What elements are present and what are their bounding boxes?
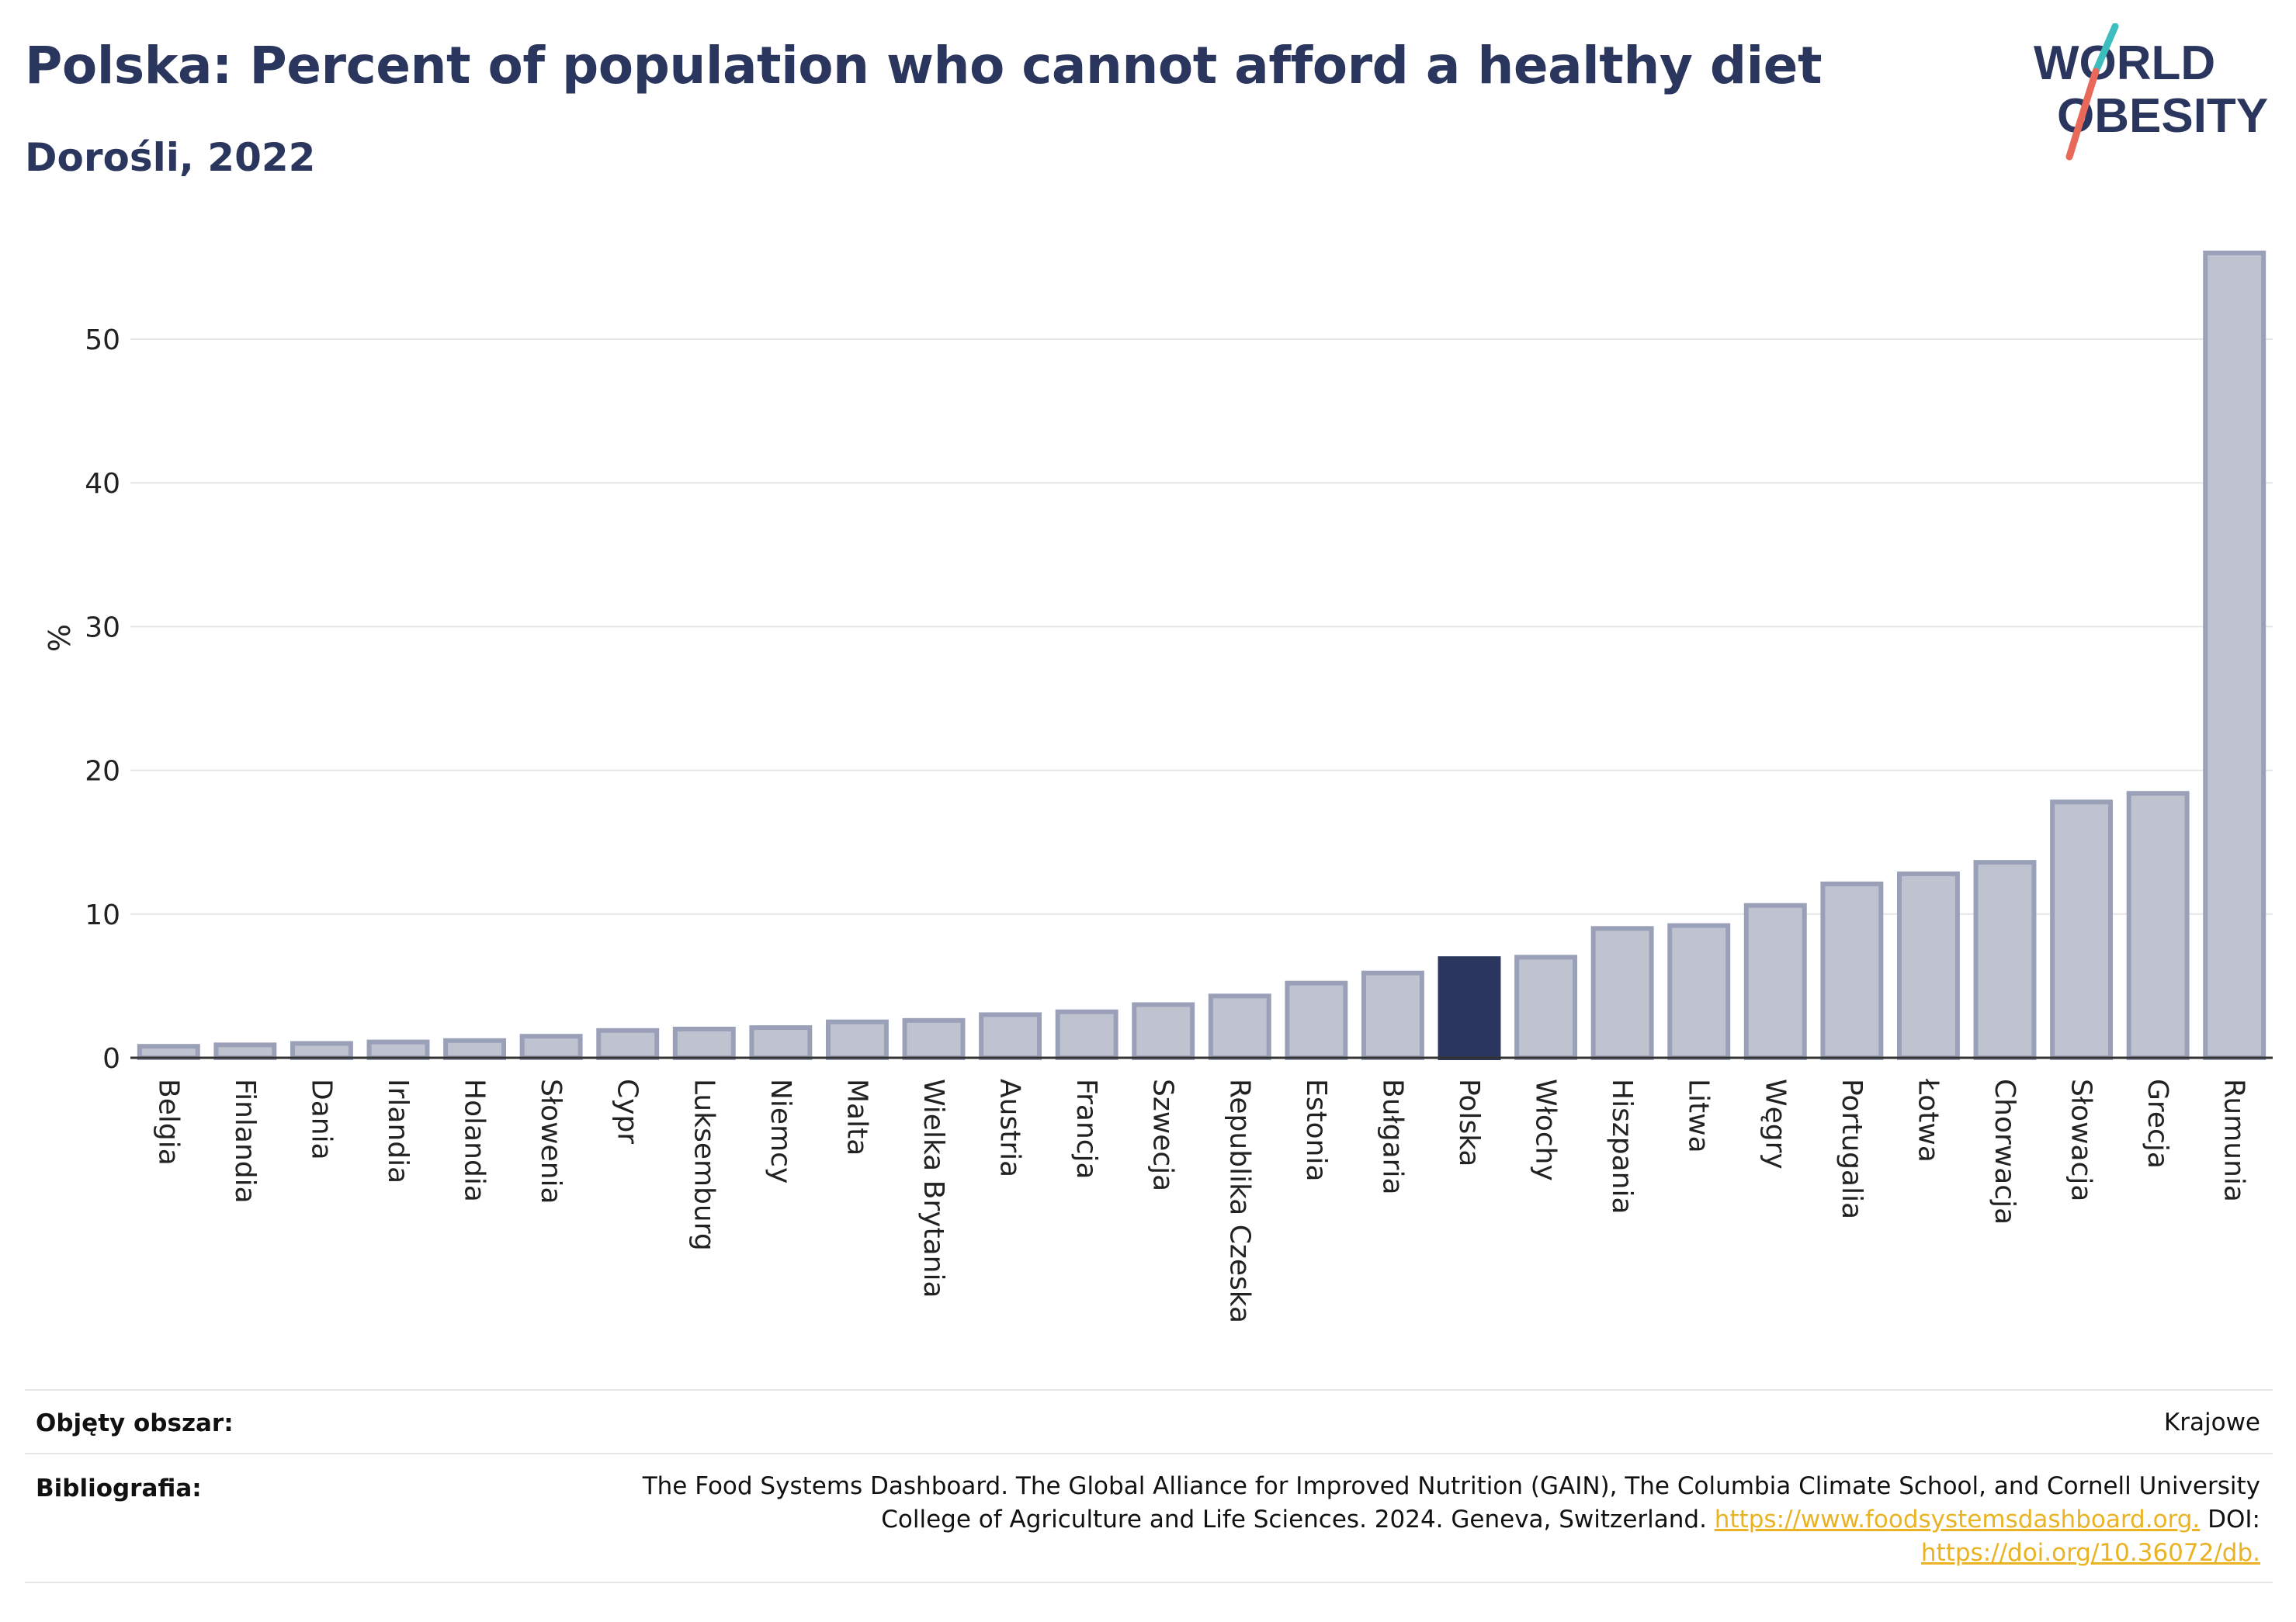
x-tick-label: Luksemburg [688, 1079, 720, 1251]
x-axis-ticks: Belgia Finlandia Dania Irlandia Holandia Słow… [152, 1078, 2249, 1323]
bar-węgry [1743, 903, 1807, 1060]
x-tick-label: Bułgaria [1376, 1079, 1408, 1195]
bar-republika-czeska [1208, 993, 1271, 1061]
chart-subtitle: Dorośli, 2022 [25, 135, 316, 180]
bibliography-line-2: College of Agriculture and Life Sciences… [397, 1503, 2260, 1537]
bar-słowacja [2050, 799, 2114, 1060]
x-tick-label: Wielka Brytania [917, 1079, 949, 1298]
chart-title: Polska: Percent of population who cannot… [25, 36, 1823, 95]
bibliography-label: Bibliografia: [36, 1475, 202, 1502]
y-axis-ticks: 0 10 20 30 40 50 [85, 324, 120, 1075]
x-tick-label: Słowenia [535, 1079, 567, 1204]
bar-włochy [1514, 955, 1578, 1060]
bar-bułgaria [1361, 970, 1424, 1061]
logo-slash-teal [2092, 23, 2119, 75]
x-tick-label: Chorwacja [1989, 1079, 2020, 1225]
bar-polska [1438, 956, 1501, 1061]
bar-chart: 0 10 20 30 40 50 % Belgia Finlandia Dania Irland… [41, 250, 2273, 1323]
bar-francja [1055, 1009, 1119, 1060]
x-tick-label: Polska [1453, 1079, 1485, 1166]
x-tick-label: Holandia [459, 1079, 491, 1202]
x-tick-label: Włochy [1530, 1079, 1562, 1181]
x-tick-label: Rumunia [2218, 1079, 2250, 1202]
bar-niemcy [749, 1025, 813, 1061]
x-tick-label: Hiszpania [1606, 1079, 1638, 1215]
x-tick-label: Portugalia [1836, 1079, 1868, 1219]
y-axis-label: % [41, 624, 75, 652]
bar-estonia [1285, 980, 1348, 1061]
x-tick-label: Finlandia [229, 1079, 261, 1204]
bar-słowenia [519, 1034, 583, 1060]
bar-belgia [137, 1044, 200, 1060]
logo-slash-coral [2065, 68, 2100, 161]
doi-link[interactable]: https://doi.org/10.36072/db. [1920, 1539, 2260, 1567]
x-tick-label: Węgry [1759, 1079, 1791, 1170]
bars [137, 250, 2267, 1061]
x-tick-label: Austria [994, 1079, 1026, 1177]
y-tick-label: 0 [102, 1043, 120, 1075]
bar-finlandia [213, 1042, 277, 1061]
footer-divider-top [25, 1389, 2273, 1391]
bar-portugalia [1820, 881, 1884, 1060]
bar-wielka-brytania [902, 1017, 966, 1061]
bibliography-text: The Food Systems Dashboard. The Global A… [397, 1470, 2260, 1570]
y-tick-label: 10 [85, 899, 120, 931]
coverage-value: Krajowe [2163, 1409, 2260, 1437]
bar-hiszpania [1590, 926, 1654, 1060]
y-tick-label: 30 [85, 612, 120, 643]
bar-cypr [596, 1028, 660, 1061]
x-tick-label: Grecja [2142, 1079, 2173, 1169]
world-obesity-logo: WORLD OBESITY [2034, 23, 2268, 161]
bar-chorwacja [1973, 860, 2037, 1061]
bar-rumunia [2203, 250, 2267, 1060]
x-tick-label: Malta [841, 1079, 872, 1156]
logo-word-2: OBESITY [2057, 89, 2268, 143]
bar-łotwa [1896, 871, 1960, 1060]
logo-word-1: WORLD [2034, 36, 2215, 90]
gridlines [130, 338, 2273, 915]
bibliography-line-3: https://doi.org/10.36072/db. [397, 1537, 2260, 1570]
bar-austria [979, 1012, 1042, 1060]
x-tick-label: Szwecja [1147, 1079, 1179, 1191]
bar-malta [825, 1019, 889, 1060]
x-tick-label: Francja [1070, 1079, 1102, 1180]
doi-label: DOI: [2208, 1506, 2260, 1534]
footer-divider-middle [25, 1453, 2273, 1454]
x-tick-label: Niemcy [765, 1079, 796, 1184]
dashboard-link[interactable]: https://www.foodsystemsdashboard.org. [1714, 1506, 2201, 1534]
y-tick-label: 40 [85, 468, 120, 500]
x-tick-label: Estonia [1300, 1079, 1332, 1182]
coverage-label: Objęty obszar: [36, 1409, 234, 1437]
bar-irlandia [366, 1039, 430, 1061]
bibliography-line-2-text: College of Agriculture and Life Sciences… [881, 1506, 1707, 1534]
x-tick-label: Republika Czeska [1223, 1079, 1255, 1323]
x-tick-label: Belgia [152, 1079, 184, 1166]
bar-grecja [2126, 791, 2190, 1060]
bar-szwecja [1132, 1002, 1195, 1060]
bar-holandia [443, 1038, 507, 1060]
footer-divider-bottom [25, 1582, 2273, 1583]
bibliography-line-1: The Food Systems Dashboard. The Global A… [642, 1472, 2260, 1500]
bar-luksemburg [672, 1026, 736, 1060]
y-tick-label: 50 [85, 324, 120, 356]
bar-litwa [1667, 923, 1731, 1060]
x-tick-label: Cypr [612, 1079, 643, 1144]
bar-dania [290, 1041, 353, 1060]
x-tick-label: Łotwa [1912, 1078, 1944, 1163]
y-tick-label: 20 [85, 756, 120, 788]
x-tick-label: Słowacja [2065, 1079, 2097, 1201]
x-tick-label: Litwa [1683, 1079, 1715, 1153]
x-tick-label: Irlandia [382, 1079, 414, 1184]
x-tick-label: Dania [305, 1079, 337, 1160]
